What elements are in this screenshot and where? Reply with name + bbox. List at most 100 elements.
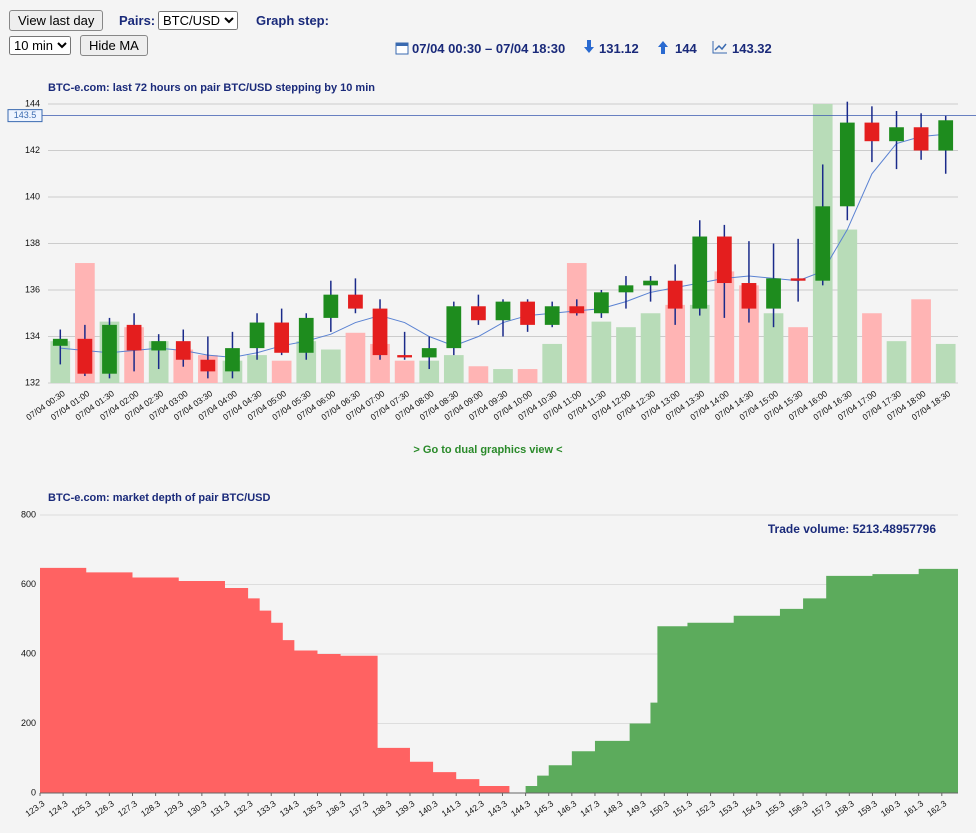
low: 131.12 xyxy=(599,41,639,56)
volume-bar xyxy=(616,327,636,383)
x-tick-label: 130.3 xyxy=(185,798,208,819)
candle-body xyxy=(298,317,314,353)
hide-ma[interactable]: Hide MA xyxy=(80,35,148,56)
volume-bar xyxy=(247,355,267,383)
volume-bar xyxy=(419,360,440,383)
x-tick-label: 128.3 xyxy=(139,798,162,819)
volume-bar xyxy=(493,369,513,383)
y-tick-label: 0 xyxy=(31,787,36,797)
candle-body xyxy=(446,306,462,349)
candle-body xyxy=(864,122,880,142)
range: 07/04 00:30 – 07/04 18:30 xyxy=(412,41,566,56)
x-tick-label: 129.3 xyxy=(162,798,185,819)
candle-body xyxy=(790,278,806,281)
candle-body xyxy=(569,306,585,314)
candle-body xyxy=(520,301,535,325)
x-tick-label: 138.3 xyxy=(370,798,393,819)
x-tick-label: 123.3 xyxy=(23,798,46,819)
candle-body xyxy=(741,283,757,309)
x-tick-label: 132.3 xyxy=(231,798,254,819)
candle-body xyxy=(225,348,240,372)
step-select[interactable]: 10 min xyxy=(9,36,71,55)
x-tick-label: 126.3 xyxy=(93,798,116,819)
y-tick-label: 200 xyxy=(21,718,36,728)
y-tick-label: 132 xyxy=(25,377,40,387)
candle-body xyxy=(323,294,339,318)
candle-body xyxy=(594,292,609,314)
volume-bar xyxy=(517,369,538,383)
x-tick-label: 136.3 xyxy=(324,798,347,819)
volume-bar xyxy=(935,343,956,383)
y-tick-label: 144 xyxy=(25,98,40,108)
x-tick-label: 146.3 xyxy=(555,798,578,819)
candle-body xyxy=(77,338,93,374)
y-tick-label: 136 xyxy=(25,284,40,294)
volume-bar xyxy=(591,321,612,383)
x-tick-label: 131.3 xyxy=(208,798,231,819)
x-tick-label: 157.3 xyxy=(809,798,832,819)
x-tick-label: 152.3 xyxy=(694,798,717,819)
depth-area xyxy=(516,567,958,793)
calendar-icon xyxy=(395,42,409,55)
link[interactable]: > Go to dual graphics view < xyxy=(413,444,562,456)
volume-bar xyxy=(271,360,292,383)
candle-body xyxy=(938,120,954,151)
y-tick-label: 800 xyxy=(21,509,36,519)
candle-body xyxy=(618,285,634,293)
x-tick-label: 147.3 xyxy=(578,798,601,819)
x-tick-label: 125.3 xyxy=(70,798,93,819)
candle-body xyxy=(397,355,412,358)
candle-body xyxy=(52,338,68,346)
candle-body xyxy=(643,280,658,286)
x-tick-label: 150.3 xyxy=(648,798,671,819)
up-icon xyxy=(658,41,668,54)
x-tick-label: 139.3 xyxy=(393,798,416,819)
x-tick-label: 151.3 xyxy=(671,798,694,819)
y-tick-label: 140 xyxy=(25,191,40,201)
x-tick-label: 133.3 xyxy=(255,798,278,819)
volume-bar xyxy=(911,299,931,383)
candle-body xyxy=(372,308,388,356)
pair-select[interactable]: BTC/USD xyxy=(158,11,238,30)
chart-title: BTC-e.com: last 72 hours on pair BTC/USD… xyxy=(48,82,375,94)
candle-body xyxy=(889,127,904,142)
volume-bar xyxy=(665,304,685,383)
x-tick-label: 141.3 xyxy=(439,798,462,819)
view-last-day[interactable]: View last day xyxy=(9,10,104,31)
x-tick-label: 148.3 xyxy=(601,798,624,819)
volume-bar xyxy=(542,343,563,383)
x-tick-label: 124.3 xyxy=(46,798,69,819)
high: 144 xyxy=(675,41,697,56)
volume-bar xyxy=(862,313,882,383)
x-tick-label: 156.3 xyxy=(786,798,809,819)
x-tick-label: 142.3 xyxy=(463,798,486,819)
x-tick-label: 140.3 xyxy=(416,798,439,819)
candle-body xyxy=(200,359,216,372)
candle-body xyxy=(249,322,265,349)
x-tick-label: 144.3 xyxy=(509,798,532,819)
volume-bar xyxy=(468,366,489,383)
volume-bar xyxy=(886,341,907,383)
x-tick-label: 154.3 xyxy=(740,798,763,819)
volume-bar xyxy=(345,332,366,383)
candle-body xyxy=(716,236,732,284)
volume-bar xyxy=(763,313,784,383)
volume-bar xyxy=(321,349,341,383)
volume-bar xyxy=(739,285,759,383)
reference-label: 143.5 xyxy=(14,110,37,120)
candle-body xyxy=(126,324,142,351)
x-tick-label: 137.3 xyxy=(347,798,370,819)
x-tick-label: 159.3 xyxy=(856,798,879,819)
x-tick-label: 143.3 xyxy=(486,798,509,819)
candle-body xyxy=(544,306,560,325)
candle-body xyxy=(913,127,929,151)
volume-bar xyxy=(640,313,661,383)
volume-bar xyxy=(788,327,808,383)
y-tick-label: 400 xyxy=(21,648,36,658)
chart-title: BTC-e.com: market depth of pair BTC/USD xyxy=(48,492,271,504)
candle-body xyxy=(175,341,191,360)
x-tick-label: 135.3 xyxy=(301,798,324,819)
y-tick-label: 600 xyxy=(21,579,36,589)
